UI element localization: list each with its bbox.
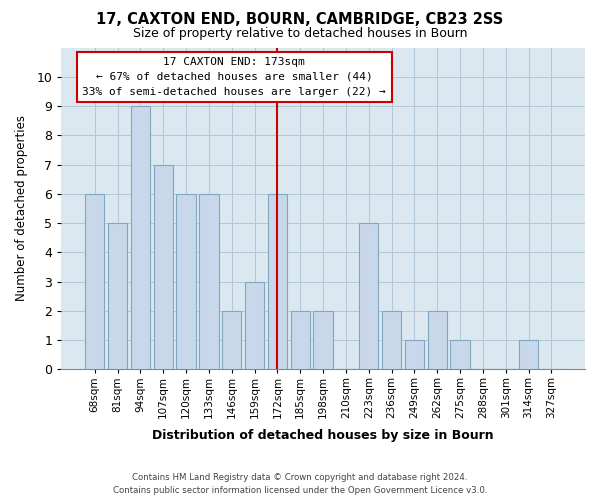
- Bar: [405, 340, 424, 370]
- Text: Contains HM Land Registry data © Crown copyright and database right 2024.
Contai: Contains HM Land Registry data © Crown c…: [113, 474, 487, 495]
- Text: 17 CAXTON END: 173sqm
← 67% of detached houses are smaller (44)
33% of semi-deta: 17 CAXTON END: 173sqm ← 67% of detached …: [82, 57, 386, 97]
- Bar: [382, 311, 401, 370]
- Bar: [313, 311, 333, 370]
- Bar: [222, 311, 241, 370]
- Y-axis label: Number of detached properties: Number of detached properties: [15, 116, 28, 302]
- Bar: [519, 340, 538, 370]
- Bar: [176, 194, 196, 370]
- Bar: [85, 194, 104, 370]
- Bar: [199, 194, 218, 370]
- Bar: [154, 164, 173, 370]
- Bar: [359, 223, 379, 370]
- Bar: [290, 311, 310, 370]
- Bar: [108, 223, 127, 370]
- Bar: [428, 311, 447, 370]
- Bar: [131, 106, 150, 370]
- Bar: [245, 282, 265, 370]
- Text: Size of property relative to detached houses in Bourn: Size of property relative to detached ho…: [133, 28, 467, 40]
- Bar: [451, 340, 470, 370]
- X-axis label: Distribution of detached houses by size in Bourn: Distribution of detached houses by size …: [152, 430, 494, 442]
- Bar: [268, 194, 287, 370]
- Text: 17, CAXTON END, BOURN, CAMBRIDGE, CB23 2SS: 17, CAXTON END, BOURN, CAMBRIDGE, CB23 2…: [97, 12, 503, 28]
